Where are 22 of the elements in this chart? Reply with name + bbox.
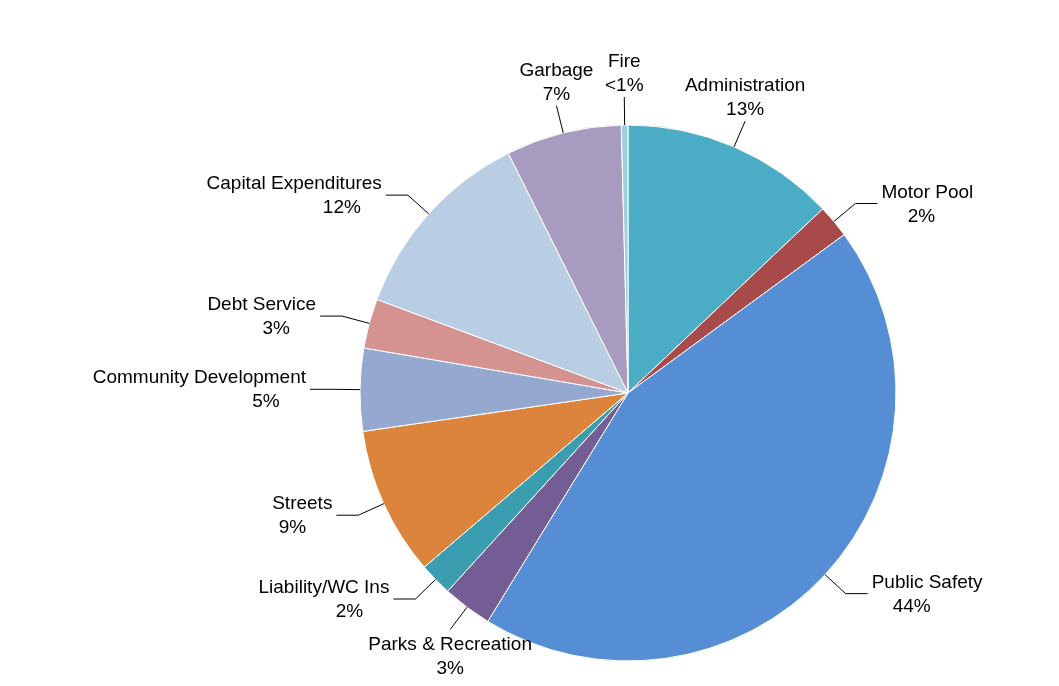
data-label: 44% — [892, 594, 931, 616]
data-label: 3% — [436, 656, 464, 678]
data-label: 2% — [907, 204, 936, 226]
slice-label: Capital Expenditures — [206, 172, 382, 194]
slice-label: Liability/WC Ins — [258, 576, 390, 597]
slice-label: Garbage — [519, 58, 594, 80]
data-label: 12% — [322, 196, 361, 218]
slice-label: Community Development — [92, 366, 307, 388]
data-label: 3% — [262, 317, 290, 339]
slice-label: Motor Pool — [881, 180, 974, 202]
data-label: 7% — [542, 82, 571, 104]
data-label: 2% — [335, 600, 364, 621]
slice-label: Fire — [607, 50, 641, 72]
data-label: 9% — [278, 516, 307, 538]
slice-label: Parks & Recreation — [368, 632, 532, 654]
slice-label: Debt Service — [207, 293, 317, 315]
data-label: 5% — [252, 390, 280, 412]
data-label: <1% — [605, 74, 644, 96]
slice-label: Public Safety — [871, 570, 984, 592]
slice-label: Streets — [272, 492, 333, 514]
data-label: 13% — [726, 98, 765, 120]
slice-label: Administration — [684, 74, 806, 96]
